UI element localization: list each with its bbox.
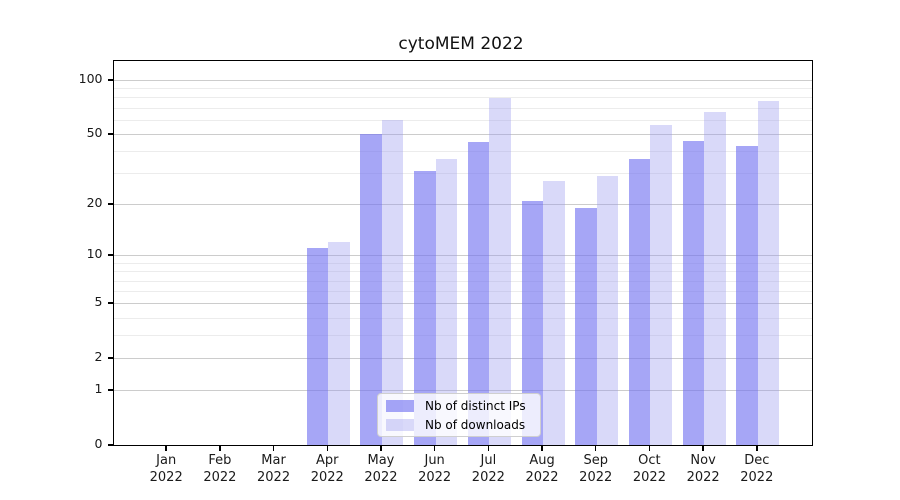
bar-distinct-ips — [467, 142, 490, 445]
y-tick-mark — [107, 444, 113, 446]
x-tick-label: Aug 2022 — [525, 453, 559, 485]
legend-swatch-distinct-ips — [386, 399, 414, 412]
y-tick-mark — [107, 389, 113, 391]
x-tick-label: Jul 2022 — [471, 453, 505, 485]
x-tick-mark — [487, 445, 490, 451]
gridline-major — [113, 303, 812, 305]
bar-downloads — [381, 119, 404, 445]
x-tick-mark — [165, 445, 167, 451]
bar-distinct-ips — [682, 140, 705, 445]
x-tick-mark — [272, 445, 275, 451]
bar-distinct-ips — [521, 200, 544, 445]
x-tick-label: Apr 2022 — [310, 453, 344, 485]
x-tick-mark — [541, 445, 543, 451]
y-tick-label: 20 — [86, 195, 103, 211]
gridline-major — [113, 255, 812, 257]
x-tick-label: Mar 2022 — [257, 453, 291, 485]
x-tick-label: Nov 2022 — [686, 453, 720, 485]
gridline-minor — [113, 317, 812, 319]
gridline-minor — [113, 262, 812, 264]
y-tick-mark — [107, 254, 113, 256]
gridline-major — [113, 390, 812, 392]
bar-distinct-ips — [628, 159, 651, 445]
x-tick-mark — [594, 445, 597, 451]
bar-distinct-ips — [306, 248, 329, 445]
x-tick-label: Oct 2022 — [632, 453, 666, 485]
gridline-minor — [113, 97, 812, 99]
bar-downloads — [704, 112, 726, 445]
bar-downloads — [543, 181, 565, 445]
gridline-minor — [113, 291, 812, 293]
legend-label-distinct-ips: Nb of distinct IPs — [425, 398, 526, 413]
gridline-minor — [113, 280, 812, 282]
gridline-major — [113, 134, 812, 136]
y-tick-label: 1 — [94, 381, 103, 397]
x-tick-mark — [433, 445, 436, 451]
y-tick-label: 5 — [94, 294, 103, 310]
gridline-minor — [113, 88, 812, 90]
gridline-major — [113, 358, 812, 360]
gridline-minor — [113, 107, 812, 109]
chart-title: cytoMEM 2022 — [398, 34, 524, 54]
y-tick-mark — [107, 302, 113, 304]
y-tick-mark — [107, 357, 113, 359]
bar-downloads — [435, 159, 458, 445]
gridline-minor — [113, 335, 812, 337]
x-tick-label: Jan 2022 — [149, 453, 183, 485]
bar-downloads — [650, 125, 672, 445]
bar-downloads — [596, 176, 619, 445]
bar-downloads — [489, 98, 511, 445]
gridline-minor — [113, 173, 812, 175]
x-tick-label: Feb 2022 — [203, 453, 237, 485]
bar-distinct-ips — [575, 208, 597, 445]
y-tick-label: 0 — [94, 436, 103, 451]
gridline-minor — [113, 151, 812, 153]
legend-item-downloads: Nb of downloads — [386, 418, 540, 432]
legend-item-distinct-ips: Nb of distinct IPs — [386, 399, 540, 413]
bar-distinct-ips — [736, 145, 758, 445]
x-tick-mark — [702, 445, 704, 451]
x-tick-mark — [380, 445, 382, 451]
bar-downloads — [328, 242, 350, 445]
x-tick-mark — [648, 445, 651, 451]
gridline-minor — [113, 119, 812, 121]
y-tick-label: 2 — [94, 349, 103, 365]
bar-distinct-ips — [414, 170, 436, 445]
x-tick-label: May 2022 — [364, 453, 398, 485]
x-tick-label: Sep 2022 — [579, 453, 613, 485]
bar-distinct-ips — [360, 134, 382, 445]
y-tick-mark — [107, 203, 113, 205]
legend-swatch-downloads — [386, 418, 414, 431]
y-tick-label: 100 — [78, 71, 103, 87]
x-tick-label: Dec 2022 — [740, 453, 774, 485]
gridline-minor — [113, 271, 812, 273]
legend: Nb of distinct IPs Nb of downloads — [377, 393, 541, 437]
x-tick-mark — [756, 445, 758, 451]
gridline-major — [113, 204, 812, 206]
x-tick-mark — [326, 445, 329, 451]
y-tick-mark — [107, 133, 113, 135]
y-tick-label: 50 — [86, 125, 103, 141]
legend-label-downloads: Nb of downloads — [425, 417, 526, 432]
x-tick-label: Jun 2022 — [418, 453, 452, 485]
y-tick-label: 10 — [86, 246, 103, 262]
plot-area — [112, 60, 813, 446]
y-tick-mark — [107, 79, 113, 81]
x-tick-mark — [219, 445, 221, 451]
gridline-major — [113, 80, 812, 82]
bar-downloads — [757, 101, 780, 445]
